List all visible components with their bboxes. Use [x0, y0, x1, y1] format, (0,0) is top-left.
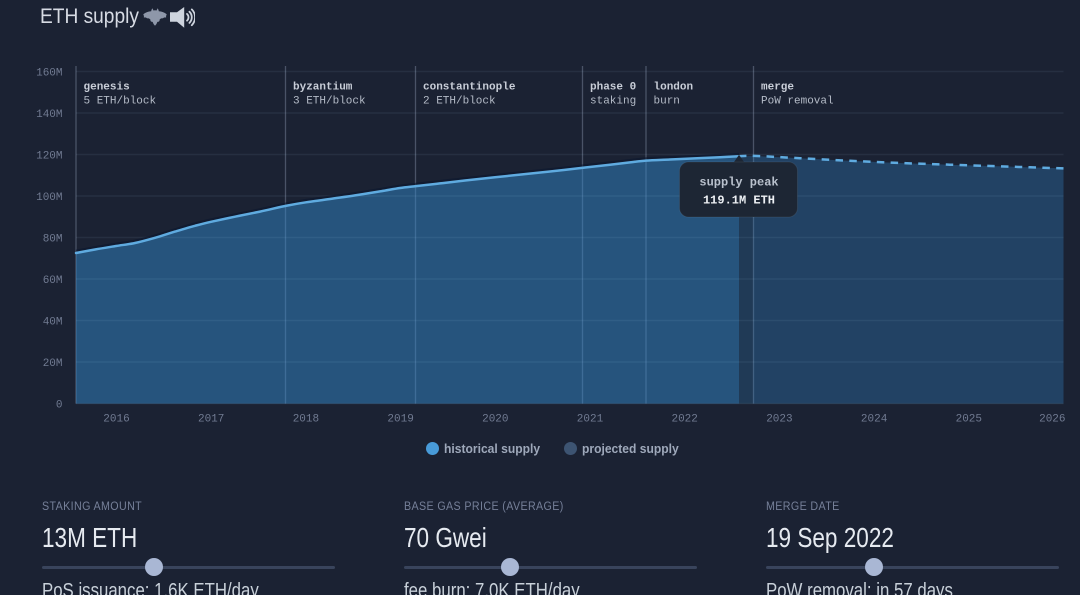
svg-text:5 ETH/block: 5 ETH/block: [84, 96, 157, 108]
svg-text:staking: staking: [590, 96, 636, 108]
svg-text:2017: 2017: [198, 414, 224, 426]
svg-text:2018: 2018: [293, 414, 319, 426]
svg-text:2024: 2024: [861, 414, 888, 426]
svg-text:phase 0: phase 0: [590, 82, 636, 94]
svg-text:119.1M ETH: 119.1M ETH: [703, 194, 775, 208]
svg-text:20M: 20M: [43, 358, 63, 370]
svg-text:160M: 160M: [36, 67, 62, 79]
svg-text:3 ETH/block: 3 ETH/block: [293, 96, 366, 108]
svg-text:140M: 140M: [36, 109, 62, 121]
svg-text:2019: 2019: [387, 414, 413, 426]
svg-text:merge: merge: [761, 82, 794, 94]
svg-text:60M: 60M: [43, 275, 63, 287]
svg-text:london: london: [654, 82, 694, 94]
svg-text:120M: 120M: [36, 150, 62, 162]
svg-text:100M: 100M: [36, 192, 62, 204]
svg-text:2026: 2026: [1039, 414, 1065, 426]
svg-text:supply peak: supply peak: [699, 176, 778, 190]
svg-text:2021: 2021: [577, 414, 604, 426]
svg-text:2025: 2025: [956, 414, 982, 426]
svg-text:2022: 2022: [671, 414, 697, 426]
svg-text:2023: 2023: [766, 414, 792, 426]
svg-text:genesis: genesis: [84, 82, 130, 94]
svg-text:burn: burn: [654, 96, 680, 108]
svg-text:2 ETH/block: 2 ETH/block: [423, 96, 496, 108]
svg-text:0: 0: [56, 399, 63, 411]
svg-text:PoW removal: PoW removal: [761, 96, 834, 108]
svg-text:constantinople: constantinople: [423, 82, 516, 94]
svg-text:2020: 2020: [482, 414, 508, 426]
svg-text:80M: 80M: [43, 233, 63, 245]
svg-text:2016: 2016: [103, 414, 129, 426]
svg-text:byzantium: byzantium: [293, 82, 353, 94]
svg-text:40M: 40M: [43, 316, 63, 328]
